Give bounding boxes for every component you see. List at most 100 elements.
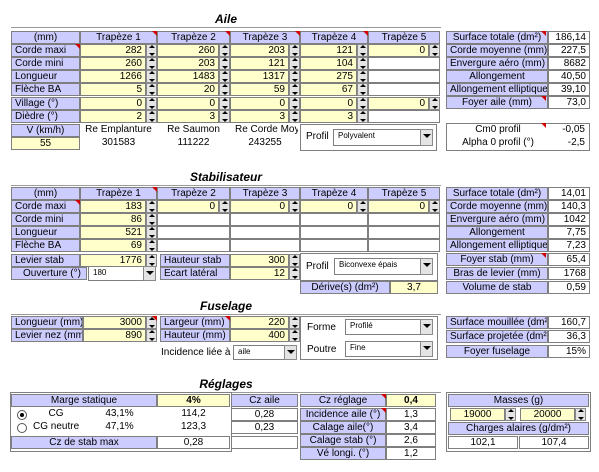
input-cell[interactable]: 20: [157, 83, 219, 96]
radio-button[interactable]: [17, 423, 27, 433]
spinner[interactable]: [146, 83, 157, 96]
input-cell[interactable]: 0: [230, 97, 289, 110]
input-cell[interactable]: 19000: [450, 408, 505, 421]
input-cell[interactable]: 1266: [80, 70, 146, 83]
input-cell[interactable]: 0: [157, 97, 219, 110]
spinner[interactable]: [357, 44, 368, 57]
spinner[interactable]: [289, 267, 300, 280]
input-cell[interactable]: 220: [230, 316, 289, 329]
spinner[interactable]: [219, 44, 230, 57]
spinner[interactable]: [219, 83, 230, 96]
spinner[interactable]: [146, 329, 157, 342]
dropdown[interactable]: Fine: [345, 341, 433, 357]
input-cell[interactable]: 400: [230, 329, 289, 342]
spinner[interactable]: [219, 97, 230, 110]
input-cell[interactable]: 55: [11, 137, 80, 150]
input-cell[interactable]: 121: [300, 44, 357, 57]
spinner[interactable]: [289, 83, 300, 96]
input-cell[interactable]: 2: [80, 110, 146, 123]
input-cell[interactable]: 3: [157, 110, 219, 123]
input-cell[interactable]: 4%: [157, 394, 230, 407]
input-cell[interactable]: 20000: [520, 408, 575, 421]
input-cell[interactable]: 890: [83, 329, 146, 342]
dropdown-button[interactable]: [420, 129, 433, 146]
spinner[interactable]: [146, 44, 157, 57]
input-cell[interactable]: 67: [300, 83, 357, 96]
input-cell[interactable]: 0: [300, 97, 357, 110]
spinner[interactable]: [357, 70, 368, 83]
spinner[interactable]: [289, 254, 300, 267]
input-cell[interactable]: 3,7: [390, 281, 438, 294]
spinner[interactable]: [289, 57, 300, 70]
spinner[interactable]: [146, 97, 157, 110]
spinner[interactable]: [575, 408, 586, 421]
input-cell[interactable]: 0: [300, 200, 357, 213]
spinner[interactable]: [357, 97, 368, 110]
dropdown-button[interactable]: [420, 319, 433, 335]
spinner[interactable]: [289, 200, 300, 213]
input-cell[interactable]: 59: [230, 83, 289, 96]
input-cell[interactable]: 0: [230, 200, 289, 213]
input-cell[interactable]: 121: [230, 57, 289, 70]
input-cell[interactable]: 0: [368, 97, 429, 110]
dropdown-button[interactable]: [143, 266, 156, 281]
input-cell[interactable]: 521: [80, 226, 146, 239]
spinner[interactable]: [219, 57, 230, 70]
spinner[interactable]: [146, 110, 157, 123]
input-cell[interactable]: 12: [230, 267, 289, 280]
spinner[interactable]: [289, 316, 300, 329]
spinner[interactable]: [429, 97, 440, 110]
input-cell[interactable]: 3: [300, 110, 357, 123]
spinner[interactable]: [219, 200, 230, 213]
input-cell[interactable]: 300: [230, 254, 289, 267]
dropdown-button[interactable]: [420, 258, 433, 275]
dropdown[interactable]: Biconvexe épais: [334, 258, 433, 275]
spinner[interactable]: [429, 200, 440, 213]
spinner[interactable]: [289, 329, 300, 342]
input-cell[interactable]: 260: [80, 57, 146, 70]
input-cell[interactable]: 1483: [157, 70, 219, 83]
spinner[interactable]: [219, 70, 230, 83]
input-cell[interactable]: 282: [80, 44, 146, 57]
spinner[interactable]: [357, 110, 368, 123]
input-cell[interactable]: 0: [368, 200, 429, 213]
input-cell[interactable]: 203: [157, 57, 219, 70]
input-cell[interactable]: 3: [230, 110, 289, 123]
spinner[interactable]: [357, 57, 368, 70]
input-cell[interactable]: 104: [300, 57, 357, 70]
spinner[interactable]: [146, 57, 157, 70]
dropdown-button[interactable]: [284, 345, 297, 360]
spinner[interactable]: [289, 97, 300, 110]
spinner[interactable]: [146, 200, 157, 213]
input-cell[interactable]: 260: [157, 44, 219, 57]
input-cell[interactable]: 203: [230, 44, 289, 57]
spinner[interactable]: [146, 226, 157, 239]
spinner[interactable]: [219, 110, 230, 123]
input-cell[interactable]: 183: [80, 200, 146, 213]
input-cell[interactable]: 3000: [83, 316, 146, 329]
input-cell[interactable]: 86: [80, 213, 146, 226]
input-cell[interactable]: 0: [368, 44, 429, 57]
input-cell[interactable]: 1317: [230, 70, 289, 83]
dropdown[interactable]: Profilé: [345, 319, 433, 335]
spinner[interactable]: [289, 110, 300, 123]
spinner[interactable]: [146, 213, 157, 226]
dropdown[interactable]: 180: [88, 266, 156, 281]
spinner[interactable]: [357, 200, 368, 213]
input-cell[interactable]: 0: [80, 97, 146, 110]
dropdown[interactable]: Polyvalent: [333, 129, 433, 146]
input-cell[interactable]: 0,4: [386, 394, 436, 407]
spinner[interactable]: [429, 44, 440, 57]
spinner[interactable]: [357, 83, 368, 96]
spinner[interactable]: [289, 44, 300, 57]
dropdown-button[interactable]: [420, 341, 433, 357]
radio-button[interactable]: [17, 410, 27, 420]
input-cell[interactable]: 0: [157, 200, 219, 213]
spinner[interactable]: [146, 70, 157, 83]
input-cell[interactable]: 69: [80, 239, 146, 252]
spinner[interactable]: [505, 408, 516, 421]
input-cell[interactable]: 275: [300, 70, 357, 83]
input-cell[interactable]: 5: [80, 83, 146, 96]
spinner[interactable]: [146, 239, 157, 252]
spinner[interactable]: [289, 70, 300, 83]
